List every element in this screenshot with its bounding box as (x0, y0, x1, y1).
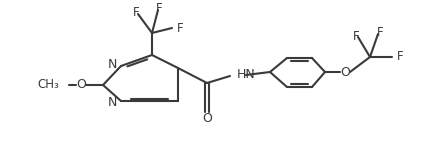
Text: F: F (353, 29, 359, 42)
Text: O: O (340, 66, 350, 78)
Text: O: O (202, 111, 212, 124)
Text: F: F (397, 51, 404, 64)
Text: F: F (133, 7, 139, 20)
Text: CH₃: CH₃ (37, 78, 59, 91)
Text: N: N (108, 95, 117, 108)
Text: F: F (156, 2, 162, 16)
Text: F: F (377, 27, 383, 40)
Text: N: N (108, 58, 117, 71)
Text: O: O (76, 78, 86, 91)
Text: F: F (177, 22, 184, 35)
Text: HN: HN (237, 69, 256, 82)
